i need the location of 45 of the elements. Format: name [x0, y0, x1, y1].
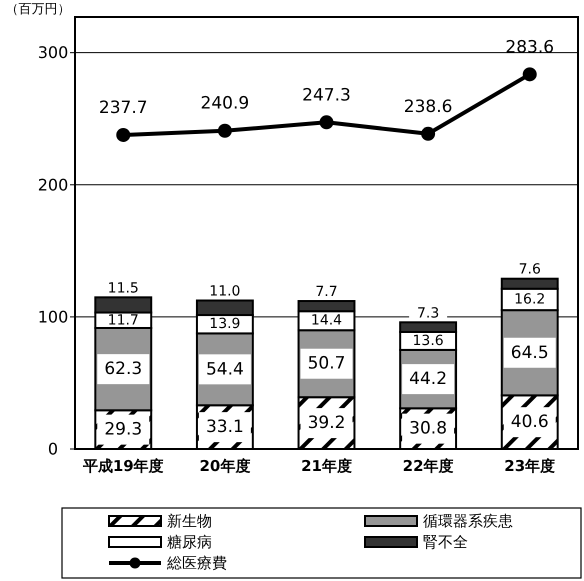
data-label: 62.3	[104, 359, 142, 380]
y-tick-label: 0	[48, 440, 58, 458]
data-label: 240.9	[200, 94, 250, 114]
x-tick-label: 22年度	[402, 457, 454, 475]
x-tick-label: 平成19年度	[82, 457, 164, 475]
y-axis-title: （百万円）	[6, 2, 70, 17]
legend-label: 腎不全	[423, 533, 468, 551]
data-label: 237.7	[98, 98, 148, 118]
point	[522, 67, 537, 82]
y-tick-label: 300	[38, 43, 68, 62]
data-label: 13.6	[412, 332, 444, 349]
data-label: 13.9	[209, 316, 240, 332]
data-label: 44.2	[409, 369, 448, 390]
data-label: 30.8	[409, 418, 448, 439]
data-label: 40.6	[510, 412, 549, 432]
data-label: 11.0	[209, 284, 240, 300]
data-label: 50.7	[308, 354, 346, 374]
point	[320, 115, 334, 130]
legend-label: 総医療費	[166, 554, 227, 572]
data-label: 29.3	[104, 420, 142, 440]
x-tick-label: 20年度	[199, 457, 250, 475]
data-label: 64.5	[510, 342, 549, 363]
legend-label: 循環器系疾患	[423, 512, 513, 530]
data-label: 54.4	[206, 359, 244, 380]
x-tick-label: 23年度	[504, 457, 556, 475]
legend-label: 新生物	[167, 512, 212, 530]
data-label: 39.2	[308, 413, 346, 434]
data-label: 14.4	[310, 312, 342, 329]
point	[421, 126, 436, 141]
y-tick-label: 200	[38, 175, 68, 194]
data-label: 7.7	[315, 284, 338, 300]
data-label: 247.3	[302, 85, 351, 106]
data-label: 16.2	[514, 291, 546, 308]
data-label: 33.1	[206, 417, 244, 438]
data-label: 7.6	[518, 262, 541, 278]
legend-label: 糖尿病	[167, 533, 212, 551]
x-tick-label: 21年度	[301, 457, 352, 475]
data-label: 7.3	[416, 305, 440, 322]
point	[218, 124, 232, 138]
y-tick-label: 100	[38, 307, 68, 326]
data-label: 11.5	[108, 280, 139, 296]
data-label: 283.6	[505, 37, 554, 58]
data-label: 238.6	[404, 96, 452, 117]
point	[116, 128, 130, 142]
data-label: 11.7	[108, 312, 139, 328]
